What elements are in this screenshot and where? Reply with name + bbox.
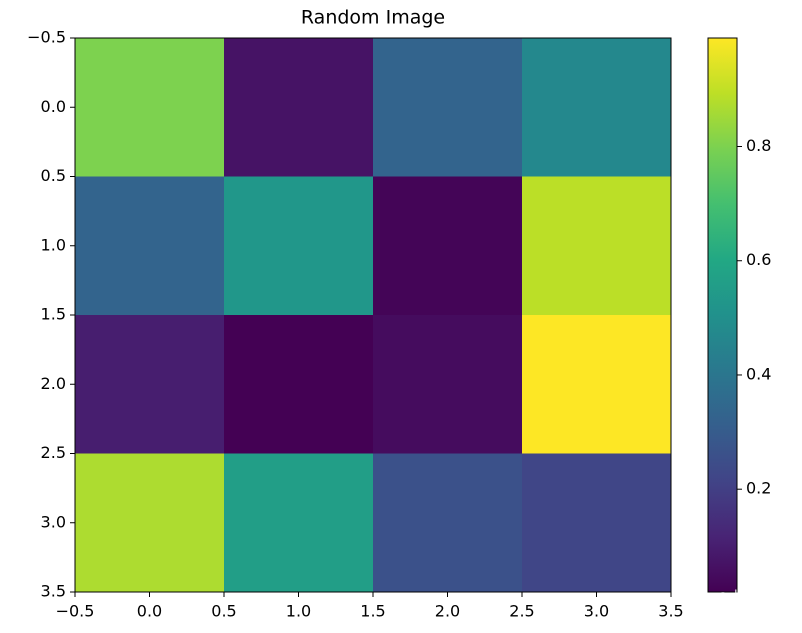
heatmap-cell (373, 453, 522, 592)
x-tick-label: 0.0 (137, 602, 162, 621)
heatmap-cell (75, 38, 224, 177)
heatmap-cell (373, 176, 522, 315)
y-tick-label: 1.0 (41, 235, 66, 254)
heatmap-cell (373, 38, 522, 177)
x-tick-label: 3.5 (658, 602, 683, 621)
x-tick-label: 3.0 (584, 602, 609, 621)
chart-title: Random Image (301, 7, 445, 29)
heatmap-cell (522, 38, 671, 177)
y-tick-label: 0.5 (41, 166, 66, 185)
heatmap-cell (373, 315, 522, 454)
y-tick-label: 2.0 (41, 374, 66, 393)
heatmap-cell (75, 315, 224, 454)
heatmap-cell (75, 453, 224, 592)
colorbar-tick-label: 0.2 (746, 479, 771, 498)
x-tick-label: 0.5 (211, 602, 236, 621)
x-tick-label: −0.5 (56, 602, 95, 621)
x-tick-label: 2.5 (509, 602, 534, 621)
heatmap-cell (224, 453, 373, 592)
watermark: 知乎 @拾叁 (672, 589, 768, 610)
x-tick-label: 1.0 (286, 602, 311, 621)
heatmap-cell (224, 176, 373, 315)
colorbar-tick-label: 0.6 (746, 250, 771, 269)
colorbar (707, 37, 738, 593)
colorbar-tick-label: 0.4 (746, 364, 771, 383)
x-tick-label: 2.0 (435, 602, 460, 621)
y-tick-label: 0.0 (41, 97, 66, 116)
y-tick-label: 1.5 (41, 305, 66, 324)
y-tick-label: 3.5 (41, 582, 66, 601)
y-tick-label: 2.5 (41, 443, 66, 462)
heatmap-cell (522, 176, 671, 315)
heatmap-cell (224, 315, 373, 454)
colorbar-tick-label: 0.8 (746, 136, 771, 155)
heatmap-cell (224, 38, 373, 177)
x-tick-label: 1.5 (360, 602, 385, 621)
y-tick-label: 3.0 (41, 512, 66, 531)
heatmap-cell (522, 453, 671, 592)
heatmap-cell (522, 315, 671, 454)
heatmap-cell (75, 176, 224, 315)
y-tick-label: −0.5 (27, 28, 66, 47)
